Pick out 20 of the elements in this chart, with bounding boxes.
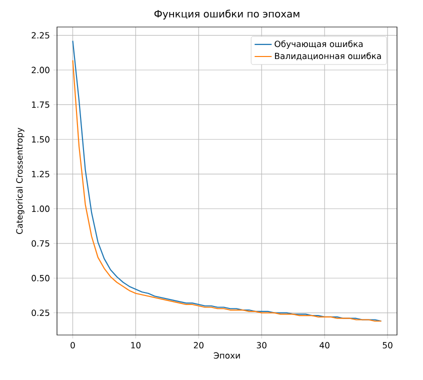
y-tick-label: 2.00 xyxy=(32,66,50,74)
y-tick-label: 0.25 xyxy=(32,310,50,316)
y-tick-label: 0.75 xyxy=(32,240,50,247)
chart-title: Функция ошибки по эпохам xyxy=(154,10,300,20)
legend-label: Валидационная ошибка xyxy=(275,52,381,60)
y-tick-label: 1.25 xyxy=(32,170,50,178)
y-tick-label: 2.25 xyxy=(32,32,50,39)
y-tick-label: 1.75 xyxy=(32,102,50,108)
y-axis-title: Categorical Crossentropy xyxy=(16,128,24,234)
x-tick-label: 40 xyxy=(320,342,330,348)
x-tick-label: 0 xyxy=(70,342,75,348)
x-tick-label: 30 xyxy=(256,342,266,348)
x-tick-label: 50 xyxy=(382,342,392,348)
y-tick-label: 0.50 xyxy=(32,274,50,282)
x-tick-label: 20 xyxy=(194,342,204,348)
legend-label: Обучающая ошибка xyxy=(274,40,363,49)
x-axis-title: Эпохи xyxy=(214,352,240,359)
y-tick-label: 1.50 xyxy=(32,136,50,143)
y-tick-label: 1.00 xyxy=(32,206,50,212)
x-tick-label: 10 xyxy=(131,342,141,348)
